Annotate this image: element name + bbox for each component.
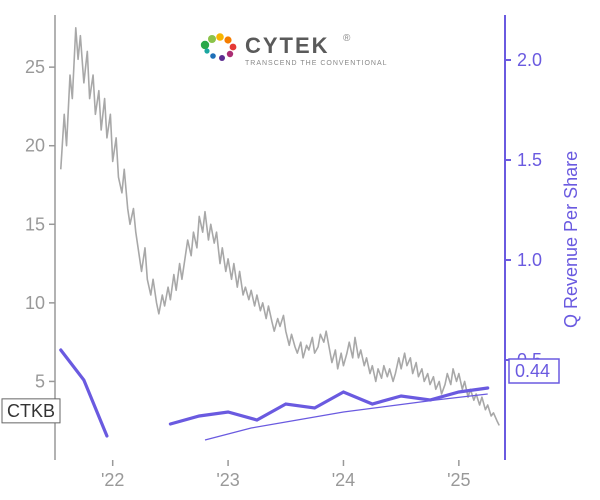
svg-text:25: 25 (25, 57, 45, 77)
svg-text:1.5: 1.5 (517, 150, 542, 170)
svg-text:20: 20 (25, 136, 45, 156)
stock-revenue-chart: 5101520250.51.01.52.0Q Revenue Per Share… (0, 0, 600, 500)
chart-svg: 5101520250.51.01.52.0Q Revenue Per Share… (0, 0, 600, 500)
svg-text:TRANSCEND THE CONVENTIONAL: TRANSCEND THE CONVENTIONAL (245, 60, 388, 67)
svg-text:1.0: 1.0 (517, 250, 542, 270)
svg-text:Q Revenue Per Share: Q Revenue Per Share (561, 151, 581, 328)
svg-text:'22: '22 (101, 470, 124, 490)
svg-text:15: 15 (25, 214, 45, 234)
svg-text:CYTEK: CYTEK (245, 33, 330, 58)
svg-text:10: 10 (25, 293, 45, 313)
svg-text:'25: '25 (447, 470, 470, 490)
svg-text:'23: '23 (216, 470, 239, 490)
svg-text:®: ® (343, 33, 351, 44)
svg-text:2.0: 2.0 (517, 50, 542, 70)
svg-text:'24: '24 (332, 470, 355, 490)
svg-text:CTKB: CTKB (7, 401, 55, 421)
svg-text:5: 5 (35, 371, 45, 391)
svg-text:0.44: 0.44 (515, 361, 550, 381)
